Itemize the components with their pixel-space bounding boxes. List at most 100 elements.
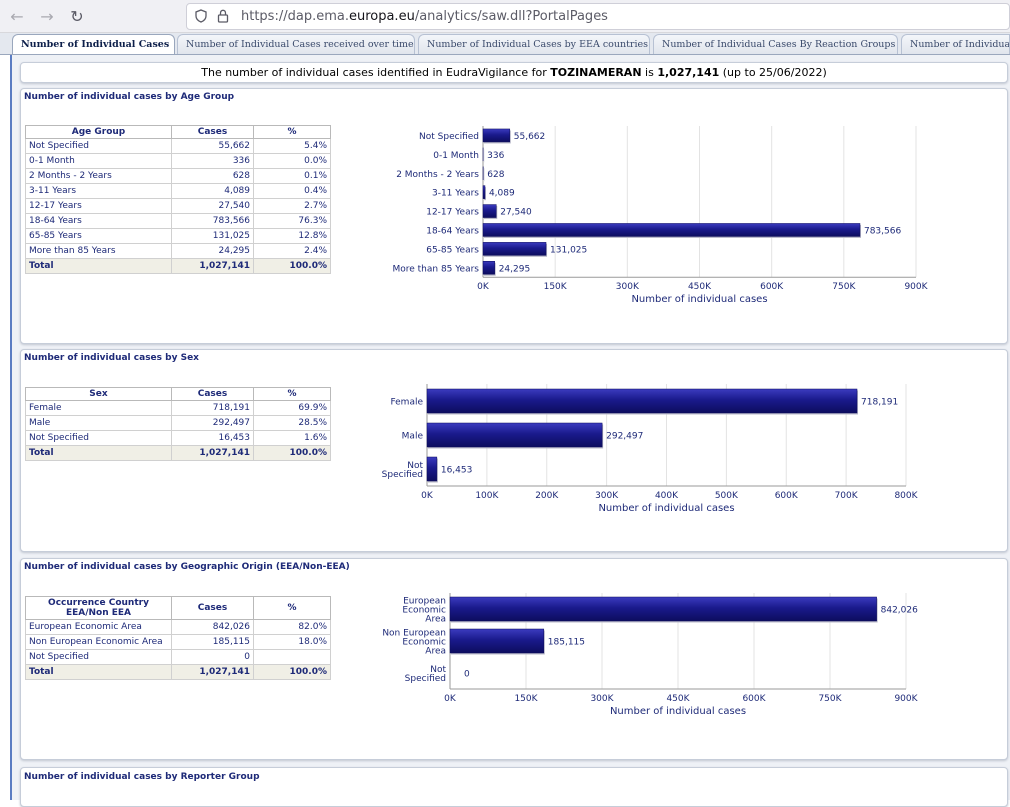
address-bar[interactable]: https://dap.ema.europa.eu/analytics/saw.…	[186, 3, 1010, 30]
category-label: More than 85 Years	[392, 264, 479, 274]
column-header[interactable]: Cases	[172, 126, 254, 139]
cases-cell: 292,497	[172, 416, 254, 431]
percent-cell: 5.4%	[254, 139, 331, 154]
data-label: 185,115	[548, 638, 585, 648]
banner-prefix: The number of individual cases identifie…	[201, 66, 546, 79]
column-header[interactable]: Age Group	[26, 126, 172, 139]
section-age-group: Number of individual cases by Age Group …	[20, 88, 1008, 344]
lock-icon[interactable]	[217, 9, 229, 23]
back-arrow-icon[interactable]: ←	[6, 6, 28, 28]
row-label: 12-17 Years	[26, 199, 172, 214]
row-label: 18-64 Years	[26, 214, 172, 229]
bar	[483, 205, 496, 218]
cases-cell: 185,115	[172, 635, 254, 650]
percent-cell: 100.0%	[254, 446, 331, 461]
cases-cell: 1,027,141	[172, 259, 254, 274]
x-tick-label: 600K	[742, 694, 766, 704]
column-header[interactable]: %	[254, 388, 331, 401]
row-label: Non European Economic Area	[26, 635, 172, 650]
row-label: Total	[26, 446, 172, 461]
reload-icon[interactable]: ↻	[66, 6, 88, 28]
tab-cases-by-eea-countries[interactable]: Number of Individual Cases by EEA countr…	[418, 34, 650, 55]
category-label: 3-11 Years	[432, 189, 479, 199]
column-header[interactable]: %	[254, 126, 331, 139]
category-label-line: 65-85 Years	[426, 245, 479, 255]
data-label: 24,295	[499, 264, 531, 274]
category-label-line: Specified	[382, 470, 423, 480]
section-reporter-group: Number of individual cases by Reporter G…	[20, 767, 1008, 807]
category-label-line: 18-64 Years	[426, 226, 479, 236]
shield-icon[interactable]	[195, 9, 207, 23]
x-tick-label: 300K	[590, 694, 614, 704]
category-label: 18-64 Years	[426, 226, 479, 236]
bar	[483, 223, 860, 236]
row-label: More than 85 Years	[26, 244, 172, 259]
tab-number-of-individual-cases[interactable]: Number of Individual Cases	[12, 34, 175, 55]
tab-number-of-individual-more[interactable]: Number of Individual	[901, 34, 1010, 55]
percent-cell: 18.0%	[254, 635, 331, 650]
x-tick-label: 0K	[444, 694, 457, 704]
percent-cell: 2.4%	[254, 244, 331, 259]
cases-cell: 783,566	[172, 214, 254, 229]
percent-cell: 100.0%	[254, 259, 331, 274]
cases-cell: 24,295	[172, 244, 254, 259]
percent-cell	[254, 650, 331, 665]
x-tick-label: 900K	[904, 282, 928, 292]
percent-cell: 12.8%	[254, 229, 331, 244]
category-label-line: Area	[425, 615, 446, 625]
x-tick-label: 300K	[616, 282, 640, 292]
category-label: 0-1 Month	[433, 151, 479, 161]
category-label: 2 Months - 2 Years	[396, 170, 479, 180]
geographic-origin-table: Occurrence Country EEA/Non EEA Cases % E…	[25, 596, 331, 680]
x-tick-label: 0K	[421, 491, 434, 501]
url-text[interactable]: https://dap.ema.europa.eu/analytics/saw.…	[241, 9, 608, 24]
section-title: Number of individual cases by Sex	[24, 353, 199, 363]
column-header[interactable]: Cases	[172, 597, 254, 620]
bar	[427, 423, 602, 447]
x-tick-label: 600K	[775, 491, 799, 501]
cases-cell: 842,026	[172, 620, 254, 635]
table-header-row: Sex Cases %	[26, 388, 331, 401]
row-label: Male	[26, 416, 172, 431]
cases-cell: 718,191	[172, 401, 254, 416]
category-label: 65-85 Years	[426, 245, 479, 255]
banner-product: TOZINAMERAN	[550, 66, 641, 79]
banner-suffix: (up to 25/06/2022)	[723, 66, 827, 79]
row-label: 65-85 Years	[26, 229, 172, 244]
column-header[interactable]: Sex	[26, 388, 172, 401]
forward-arrow-icon[interactable]: →	[36, 6, 58, 28]
cases-cell: 0	[172, 650, 254, 665]
section-title: Number of individual cases by Age Group	[24, 92, 234, 102]
x-axis-title: Number of individual cases	[598, 503, 734, 514]
column-header[interactable]: %	[254, 597, 331, 620]
x-tick-label: 500K	[715, 491, 739, 501]
row-label: 2 Months - 2 Years	[26, 169, 172, 184]
column-header[interactable]: Occurrence Country EEA/Non EEA	[26, 597, 172, 620]
url-prefix: https://dap.ema.	[241, 9, 349, 24]
row-label: Not Specified	[26, 139, 172, 154]
bar	[483, 129, 510, 142]
row-label: Not Specified	[26, 431, 172, 446]
tab-cases-over-time[interactable]: Number of Individual Cases received over…	[177, 34, 415, 55]
column-header[interactable]: Cases	[172, 388, 254, 401]
x-tick-label: 750K	[832, 282, 856, 292]
left-frame-strip	[0, 55, 12, 800]
tab-cases-by-reaction-groups[interactable]: Number of Individual Cases By Reaction G…	[653, 34, 898, 55]
data-label: 4,089	[489, 189, 515, 199]
x-tick-label: 450K	[688, 282, 712, 292]
percent-cell: 76.3%	[254, 214, 331, 229]
data-label: 16,453	[441, 466, 473, 476]
section-title: Number of individual cases by Reporter G…	[24, 772, 260, 782]
category-label-line: 12-17 Years	[426, 208, 479, 218]
